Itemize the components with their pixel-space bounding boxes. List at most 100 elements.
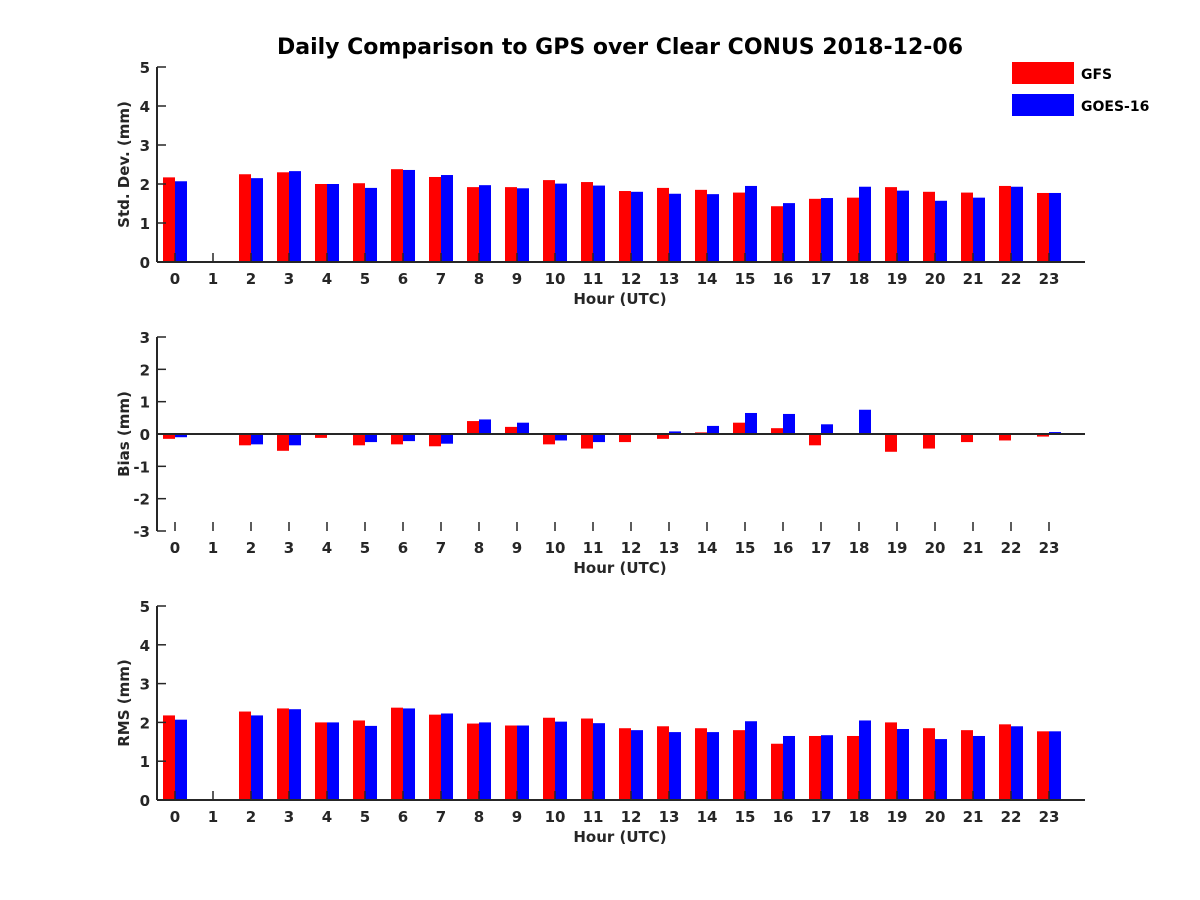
bar-bias-goes16-hour-0: [175, 434, 187, 438]
bar-bias-goes16-hour-2: [251, 434, 263, 445]
bar-rms-gfs-hour-10: [543, 717, 555, 800]
y-tick-label-std: 0: [140, 254, 150, 272]
bar-std-gfs-hour-3: [277, 172, 289, 262]
x-tick-label-rms: 15: [735, 808, 756, 826]
bar-std-goes16-hour-10: [555, 183, 567, 262]
x-tick-label-std: 9: [512, 270, 522, 288]
bar-rms-goes16-hour-14: [707, 732, 719, 800]
bar-std-gfs-hour-23: [1037, 192, 1049, 262]
bar-rms-goes16-hour-15: [745, 721, 757, 800]
bar-bias-gfs-hour-5: [353, 434, 365, 446]
x-tick-label-std: 0: [170, 270, 180, 288]
bar-rms-goes16-hour-7: [441, 713, 453, 800]
bar-std-goes16-hour-22: [1011, 186, 1023, 262]
y-tick-label-bias: 2: [140, 361, 150, 379]
bar-bias-gfs-hour-19: [885, 434, 897, 452]
bar-rms-goes16-hour-13: [669, 732, 681, 800]
y-axis-label-rms: RMS (mm): [115, 659, 133, 746]
bar-rms-goes16-hour-19: [897, 728, 909, 800]
bar-std-gfs-hour-9: [505, 187, 517, 262]
bar-rms-goes16-hour-10: [555, 721, 567, 800]
bar-std-goes16-hour-23: [1049, 192, 1061, 262]
bar-bias-goes16-hour-17: [821, 424, 833, 434]
bar-std-goes16-hour-6: [403, 169, 415, 262]
bar-bias-gfs-hour-13: [657, 434, 669, 439]
x-tick-label-bias: 14: [697, 539, 718, 557]
x-tick-label-bias: 23: [1039, 539, 1060, 557]
y-tick-label-rms: 5: [140, 598, 150, 616]
bar-std-gfs-hour-14: [695, 189, 707, 262]
bar-rms-gfs-hour-21: [961, 730, 973, 800]
x-tick-label-rms: 6: [398, 808, 408, 826]
y-tick-label-rms: 2: [140, 714, 150, 732]
x-tick-label-rms: 16: [773, 808, 794, 826]
bar-std-goes16-hour-9: [517, 188, 529, 262]
x-tick-label-bias: 19: [887, 539, 908, 557]
x-tick-label-std: 13: [659, 270, 680, 288]
bar-rms-gfs-hour-19: [885, 722, 897, 800]
bar-rms-gfs-hour-14: [695, 728, 707, 800]
x-tick-label-std: 17: [811, 270, 832, 288]
y-tick-label-rms: 1: [140, 753, 150, 771]
bar-std-goes16-hour-2: [251, 178, 263, 262]
bar-std-goes16-hour-17: [821, 198, 833, 262]
x-tick-label-rms: 0: [170, 808, 180, 826]
bar-std-gfs-hour-10: [543, 180, 555, 262]
bar-bias-gfs-hour-11: [581, 434, 593, 449]
bar-rms-gfs-hour-4: [315, 722, 327, 800]
x-tick-label-std: 6: [398, 270, 408, 288]
legend-swatch-goes16: [1012, 94, 1074, 116]
bar-bias-goes16-hour-7: [441, 434, 453, 444]
x-tick-label-rms: 20: [925, 808, 946, 826]
x-tick-label-std: 3: [284, 270, 294, 288]
x-tick-label-rms: 3: [284, 808, 294, 826]
bar-bias-goes16-hour-6: [403, 434, 415, 442]
bar-rms-gfs-hour-13: [657, 726, 669, 800]
x-tick-label-std: 8: [474, 270, 484, 288]
x-tick-label-bias: 13: [659, 539, 680, 557]
bar-rms-goes16-hour-0: [175, 719, 187, 800]
bar-rms-goes16-hour-18: [859, 720, 871, 800]
bar-std-gfs-hour-2: [239, 174, 251, 262]
bar-std-goes16-hour-19: [897, 190, 909, 262]
y-tick-label-std: 5: [140, 59, 150, 77]
x-tick-label-std: 23: [1039, 270, 1060, 288]
x-tick-label-std: 21: [963, 270, 984, 288]
x-tick-label-std: 15: [735, 270, 756, 288]
bar-rms-goes16-hour-4: [327, 722, 339, 800]
legend-swatch-gfs: [1012, 62, 1074, 84]
bar-std-goes16-hour-5: [365, 187, 377, 262]
x-tick-label-bias: 18: [849, 539, 870, 557]
bar-std-goes16-hour-12: [631, 191, 643, 262]
x-tick-label-bias: 0: [170, 539, 180, 557]
bar-std-gfs-hour-20: [923, 191, 935, 262]
x-tick-label-bias: 2: [246, 539, 256, 557]
x-tick-label-rms: 12: [621, 808, 642, 826]
bar-rms-gfs-hour-0: [163, 715, 175, 800]
bar-rms-gfs-hour-15: [733, 730, 745, 800]
y-tick-label-rms: 0: [140, 792, 150, 810]
x-tick-label-rms: 2: [246, 808, 256, 826]
x-tick-label-rms: 8: [474, 808, 484, 826]
x-tick-label-std: 16: [773, 270, 794, 288]
x-axis-label-rms: Hour (UTC): [573, 828, 666, 846]
x-tick-label-rms: 14: [697, 808, 718, 826]
bar-std-goes16-hour-0: [175, 181, 187, 262]
y-tick-label-std: 4: [140, 98, 150, 116]
y-tick-label-std: 1: [140, 215, 150, 233]
bar-std-goes16-hour-13: [669, 193, 681, 262]
x-tick-label-rms: 7: [436, 808, 446, 826]
bar-bias-gfs-hour-4: [315, 434, 327, 438]
bar-std-gfs-hour-7: [429, 176, 441, 262]
bar-rms-goes16-hour-20: [935, 739, 947, 800]
x-tick-label-std: 12: [621, 270, 642, 288]
bar-rms-gfs-hour-16: [771, 743, 783, 800]
bar-rms-gfs-hour-7: [429, 714, 441, 800]
y-tick-label-bias: -3: [133, 523, 150, 541]
bar-rms-gfs-hour-9: [505, 725, 517, 800]
bar-bias-gfs-hour-23: [1037, 434, 1049, 437]
bar-bias-goes16-hour-3: [289, 434, 301, 446]
y-tick-label-bias: -2: [133, 491, 150, 509]
bar-std-gfs-hour-16: [771, 206, 783, 262]
